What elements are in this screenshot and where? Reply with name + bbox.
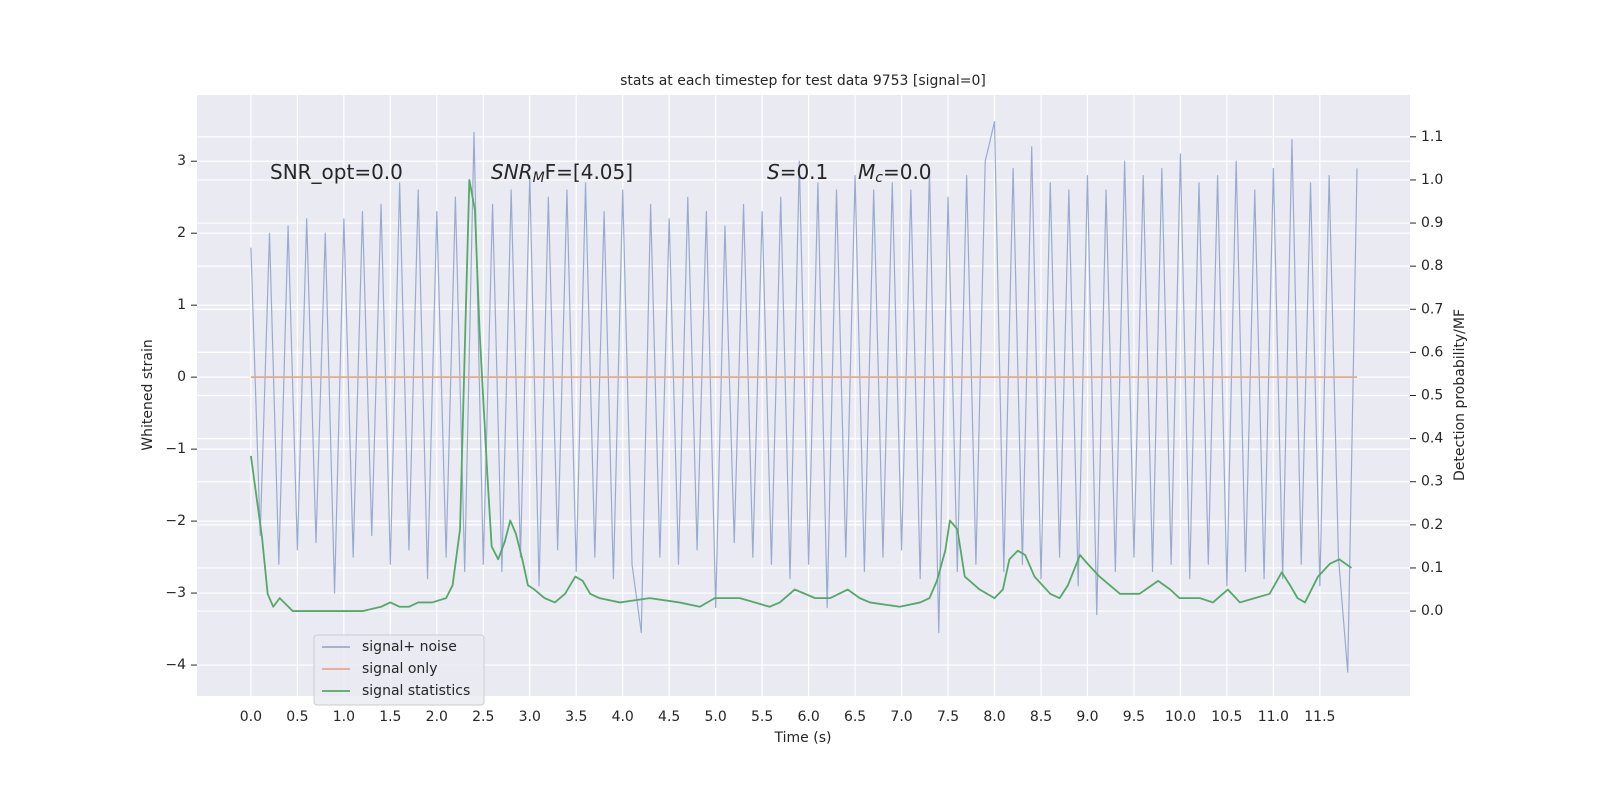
x-tick-label: 3.5: [565, 709, 587, 725]
y-tick-label: 0: [177, 369, 186, 385]
y2-tick-label: 0.3: [1421, 474, 1443, 490]
x-tick-label: 6.5: [844, 709, 866, 725]
legend-label: signal only: [362, 661, 437, 677]
annotation-tail: F=[4.05]: [545, 160, 633, 184]
y-tick-label: 1: [177, 297, 186, 313]
y-tick-label: 3: [177, 153, 186, 169]
x-tick-label: 11.0: [1258, 709, 1289, 725]
legend-label: signal statistics: [362, 683, 470, 699]
x-tick-label: 6.0: [797, 709, 819, 725]
annotation-main: S: [767, 160, 780, 184]
y-tick-label: −3: [165, 585, 186, 601]
legend-label: signal+ noise: [362, 639, 457, 655]
x-tick-label: 7.0: [890, 709, 912, 725]
x-tick-label: 0.5: [286, 709, 308, 725]
y2-tick-label: 0.5: [1421, 388, 1443, 404]
x-tick-label: 8.5: [1030, 709, 1052, 725]
marks: [250, 121, 1358, 673]
x-tick-label: 1.0: [333, 709, 355, 725]
y2-tick-label: 1.1: [1421, 129, 1443, 145]
y-tick-label: −1: [165, 441, 186, 457]
x-tick-label: 1.5: [379, 709, 401, 725]
x-tick-label: 5.5: [751, 709, 773, 725]
x-tick-label: 3.0: [519, 709, 541, 725]
series-line: [250, 121, 1358, 673]
legend-box: [313, 634, 485, 706]
x-tick-label: 4.0: [612, 709, 634, 725]
y2-tick-label: 0.2: [1421, 517, 1443, 533]
y-axis-label: Whitened strain: [140, 339, 156, 450]
chart-title: stats at each timestep for test data 975…: [620, 73, 986, 89]
y2-tick-label: 0.7: [1421, 301, 1443, 317]
y-tick-label: −4: [165, 657, 186, 673]
annotations: SNR_opt=0.0 SNRMF=[4.05] S=0.1 Mc=0.0: [270, 160, 932, 187]
y2-tick-label: 1.0: [1421, 172, 1443, 188]
annotation: Mc=0.0: [858, 160, 932, 187]
x-tick-label: 10.5: [1211, 709, 1242, 725]
x-tick-label: 7.5: [937, 709, 959, 725]
x-tick-label: 0.0: [240, 709, 262, 725]
annotation-sub: M: [533, 170, 545, 186]
annotation-main: M: [858, 160, 875, 184]
y2-tick-label: 0.0: [1421, 603, 1443, 619]
y2-tick-label: 0.8: [1421, 258, 1443, 274]
axes: 0.0 0.5 1.0 1.5 2.0 2.5 3.0 3.5 4.0 4.5 5.0 5.5 6.0 6…: [165, 129, 1443, 725]
y2-axis-label: Detection probability/MF: [1452, 309, 1468, 481]
x-tick-label: 11.5: [1304, 709, 1335, 725]
x-tick-label: 9.5: [1123, 709, 1145, 725]
y-tick-label: −2: [165, 513, 186, 529]
y2-tick-label: 0.6: [1421, 344, 1443, 360]
annotation-main: SNR: [491, 160, 533, 184]
y2-tick-label: 0.1: [1421, 560, 1443, 576]
x-tick-label: 10.0: [1165, 709, 1196, 725]
x-tick-label: 4.5: [658, 709, 680, 725]
x-tick-label: 2.5: [472, 709, 494, 725]
annotation-tail: =0.0: [883, 160, 932, 184]
y-tick-label: 2: [177, 225, 186, 241]
y2-tick-label: 0.9: [1421, 215, 1443, 231]
x-tick-label: 5.0: [705, 709, 727, 725]
annotation-main: SNR_opt=0.0: [270, 160, 403, 184]
annotation-sub: c: [875, 170, 883, 186]
x-tick-label: 2.0: [426, 709, 448, 725]
annotation: SNRMF=[4.05]: [491, 160, 633, 187]
y2-tick-label: 0.4: [1421, 431, 1443, 447]
x-tick-label: 9.0: [1076, 709, 1098, 725]
annotation: S=0.1: [767, 160, 828, 184]
x-tick-label: 8.0: [983, 709, 1005, 725]
x-axis-label: Time (s): [774, 730, 832, 746]
annotation-tail: =0.1: [780, 160, 829, 184]
legend: signal+ noise signal only signal statistic…: [313, 634, 485, 706]
annotation: SNR_opt=0.0: [270, 160, 403, 184]
series-line: [250, 179, 1352, 612]
